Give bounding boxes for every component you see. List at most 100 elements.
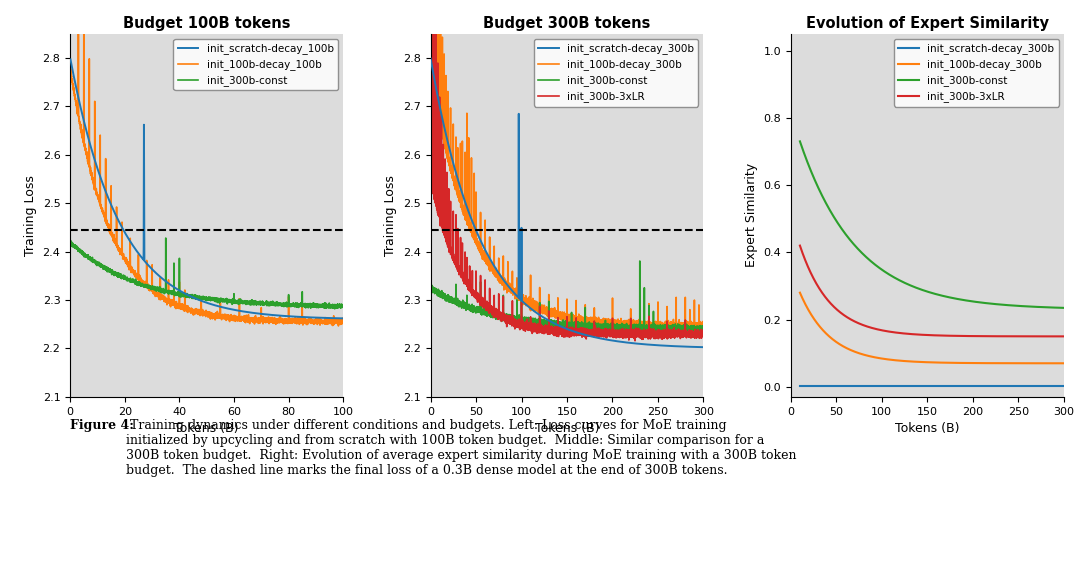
init_100b-decay_300b <box>546 310 559 316</box>
init_300b-const <box>697 324 710 330</box>
init_100b-decay_300b <box>1057 360 1070 367</box>
init_300b-3xLR <box>794 242 807 249</box>
Text: Figure 4:: Figure 4: <box>70 419 134 432</box>
Y-axis label: Expert Similarity: Expert Similarity <box>745 163 758 267</box>
init_300b-const <box>64 241 77 248</box>
init_300b-3xLR <box>909 331 922 338</box>
init_scratch-decay_300b <box>900 382 913 389</box>
init_300b-3xLR <box>900 330 913 337</box>
init_scratch-decay_100b <box>168 284 181 291</box>
init_100b-decay_300b <box>487 267 500 274</box>
init_300b-const <box>794 138 807 145</box>
init_300b-3xLR <box>974 333 987 339</box>
init_300b-3xLR <box>697 329 710 336</box>
init_300b-3xLR <box>821 296 834 302</box>
init_100b-decay_300b <box>974 360 987 367</box>
init_100b-decay_300b <box>697 325 710 332</box>
init_scratch-decay_300b <box>424 55 437 62</box>
init_300b-const <box>168 289 181 296</box>
init_100b-decay_300b <box>489 270 502 277</box>
Text: Training dynamics under different conditions and budgets. Left: Loss curves for : Training dynamics under different condit… <box>126 419 797 477</box>
init_300b-3xLR <box>527 323 540 329</box>
init_300b-3xLR <box>490 310 503 316</box>
init_300b-const <box>95 263 108 270</box>
init_100b-decay_300b <box>821 331 834 338</box>
init_scratch-decay_300b <box>821 382 834 389</box>
init_scratch-decay_300b <box>489 265 502 271</box>
init_scratch-decay_300b <box>1057 382 1070 389</box>
init_scratch-decay_300b <box>999 382 1012 389</box>
Y-axis label: Training Loss: Training Loss <box>384 175 397 256</box>
init_100b-decay_100b <box>332 323 345 329</box>
init_scratch-decay_300b <box>697 344 710 351</box>
X-axis label: Tokens (B): Tokens (B) <box>535 422 599 435</box>
init_300b-const <box>527 318 540 325</box>
init_100b-decay_100b <box>302 318 315 324</box>
Line: init_300b-3xLR: init_300b-3xLR <box>431 0 703 341</box>
init_300b-const <box>821 202 834 208</box>
init_300b-3xLR <box>694 335 707 342</box>
init_300b-const <box>302 302 315 309</box>
init_300b-const <box>999 302 1012 309</box>
init_300b-3xLR <box>999 333 1012 339</box>
Line: init_300b-const: init_300b-const <box>70 238 343 309</box>
init_300b-const <box>490 313 503 320</box>
init_300b-const <box>337 304 350 311</box>
init_300b-const <box>1004 302 1017 309</box>
X-axis label: Tokens (B): Tokens (B) <box>895 422 959 435</box>
init_300b-const <box>332 303 345 310</box>
init_300b-const <box>180 294 193 301</box>
init_300b-const <box>692 329 705 336</box>
init_300b-const <box>328 305 341 312</box>
init_scratch-decay_300b <box>527 307 540 314</box>
init_300b-3xLR <box>1004 333 1017 339</box>
init_300b-3xLR <box>1057 333 1070 339</box>
init_300b-const <box>487 313 500 320</box>
init_300b-const <box>974 299 987 306</box>
init_300b-const <box>694 324 707 331</box>
init_300b-3xLR <box>546 325 559 332</box>
init_300b-const <box>424 283 437 290</box>
init_300b-const <box>1057 305 1070 311</box>
init_scratch-decay_300b <box>794 382 807 389</box>
init_scratch-decay_100b <box>337 315 350 322</box>
init_100b-decay_300b <box>909 359 922 365</box>
init_100b-decay_100b <box>64 65 77 72</box>
init_300b-const <box>633 258 646 265</box>
init_scratch-decay_300b <box>974 382 987 389</box>
init_100b-decay_300b <box>527 302 540 309</box>
init_scratch-decay_100b <box>332 315 345 321</box>
init_100b-decay_300b <box>900 358 913 365</box>
init_300b-3xLR <box>489 309 502 315</box>
init_scratch-decay_100b <box>95 177 108 184</box>
Line: init_300b-3xLR: init_300b-3xLR <box>800 245 1064 336</box>
init_scratch-decay_300b <box>909 382 922 389</box>
Y-axis label: Training Loss: Training Loss <box>24 175 37 256</box>
init_scratch-decay_100b <box>302 314 315 321</box>
Legend: init_scratch-decay_300b, init_100b-decay_300b, init_300b-const, init_300b-3xLR: init_scratch-decay_300b, init_100b-decay… <box>534 39 699 106</box>
init_scratch-decay_100b <box>64 56 77 63</box>
init_100b-decay_100b <box>111 243 124 249</box>
init_100b-decay_300b <box>694 329 707 336</box>
Legend: init_scratch-decay_300b, init_100b-decay_300b, init_300b-const, init_300b-3xLR: init_scratch-decay_300b, init_100b-decay… <box>894 39 1058 106</box>
init_100b-decay_300b <box>999 360 1012 367</box>
init_100b-decay_100b <box>332 319 345 325</box>
init_100b-decay_100b <box>95 206 108 213</box>
init_scratch-decay_300b <box>1004 382 1017 389</box>
init_100b-decay_100b <box>180 306 193 312</box>
init_100b-decay_300b <box>424 67 437 74</box>
init_100b-decay_300b <box>671 329 684 336</box>
init_100b-decay_300b <box>490 270 503 276</box>
init_300b-const <box>546 319 559 325</box>
Title: Budget 300B tokens: Budget 300B tokens <box>484 16 650 31</box>
X-axis label: Tokens (B): Tokens (B) <box>175 422 239 435</box>
init_300b-const <box>900 280 913 287</box>
Line: init_300b-const: init_300b-const <box>431 261 703 333</box>
init_300b-const <box>909 284 922 291</box>
Line: init_100b-decay_300b: init_100b-decay_300b <box>431 0 703 333</box>
init_300b-const <box>111 271 124 278</box>
Line: init_100b-decay_300b: init_100b-decay_300b <box>800 293 1064 363</box>
init_scratch-decay_100b <box>180 291 193 298</box>
init_300b-const <box>159 235 172 242</box>
init_scratch-decay_300b <box>694 344 707 351</box>
